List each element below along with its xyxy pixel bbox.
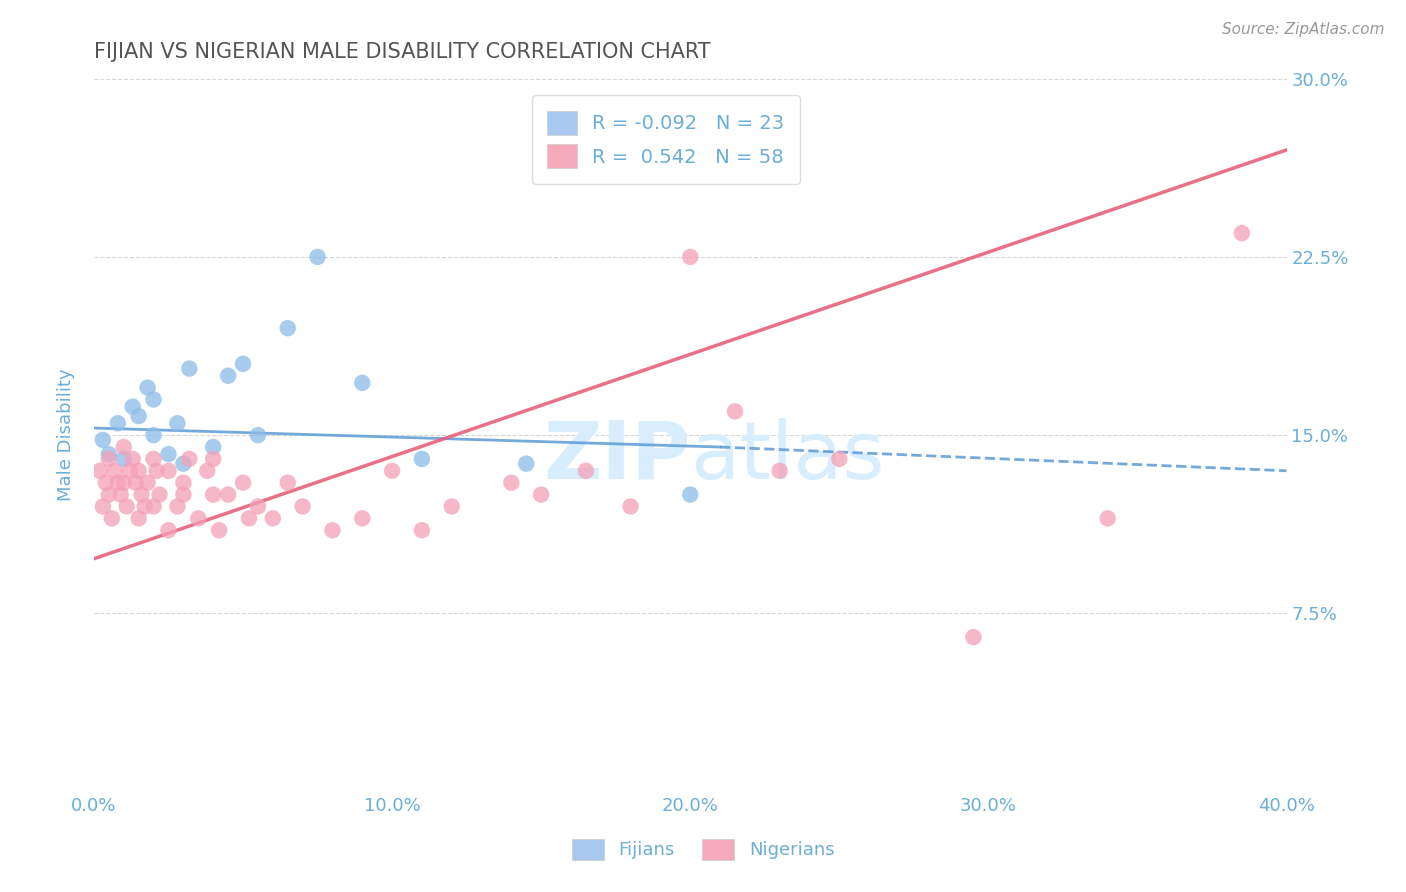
- Point: [166, 417, 188, 431]
- Y-axis label: Male Disability: Male Disability: [58, 368, 75, 501]
- Text: FIJIAN VS NIGERIAN MALE DISABILITY CORRELATION CHART: FIJIAN VS NIGERIAN MALE DISABILITY CORRE…: [94, 42, 710, 62]
- Point: [97, 447, 120, 461]
- Point: [94, 475, 117, 490]
- Point: [232, 475, 254, 490]
- Point: [352, 376, 374, 390]
- Point: [1097, 511, 1119, 525]
- Point: [128, 464, 150, 478]
- Point: [157, 447, 180, 461]
- Text: atlas: atlas: [690, 417, 884, 496]
- Point: [124, 475, 146, 490]
- Point: [157, 464, 180, 478]
- Point: [91, 433, 114, 447]
- Point: [172, 487, 194, 501]
- Point: [501, 475, 523, 490]
- Point: [166, 500, 188, 514]
- Point: [277, 321, 299, 335]
- Point: [148, 487, 170, 501]
- Point: [157, 523, 180, 537]
- Point: [187, 511, 209, 525]
- Point: [112, 440, 135, 454]
- Text: Source: ZipAtlas.com: Source: ZipAtlas.com: [1222, 22, 1385, 37]
- Point: [128, 511, 150, 525]
- Point: [107, 417, 129, 431]
- Point: [238, 511, 260, 525]
- Point: [101, 511, 124, 525]
- Point: [291, 500, 314, 514]
- Point: [530, 487, 553, 501]
- Point: [352, 511, 374, 525]
- Point: [172, 457, 194, 471]
- Point: [208, 523, 231, 537]
- Point: [179, 361, 201, 376]
- Point: [136, 475, 159, 490]
- Point: [128, 409, 150, 424]
- Point: [246, 500, 269, 514]
- Point: [134, 500, 156, 514]
- Point: [769, 464, 792, 478]
- Point: [217, 487, 239, 501]
- Point: [121, 400, 143, 414]
- Point: [112, 475, 135, 490]
- Point: [321, 523, 343, 537]
- Point: [202, 451, 225, 466]
- Point: [112, 451, 135, 466]
- Point: [172, 475, 194, 490]
- Point: [262, 511, 284, 525]
- Point: [724, 404, 747, 418]
- Point: [97, 451, 120, 466]
- Point: [411, 451, 433, 466]
- Point: [97, 487, 120, 501]
- Point: [515, 457, 537, 471]
- Point: [828, 451, 851, 466]
- Point: [679, 487, 702, 501]
- Text: ZIP: ZIP: [543, 417, 690, 496]
- Point: [107, 475, 129, 490]
- Point: [118, 464, 141, 478]
- Point: [246, 428, 269, 442]
- Point: [142, 428, 165, 442]
- Point: [89, 464, 111, 478]
- Point: [142, 451, 165, 466]
- Legend: Fijians, Nigerians: Fijians, Nigerians: [557, 824, 849, 874]
- Point: [115, 500, 138, 514]
- Point: [195, 464, 218, 478]
- Point: [202, 440, 225, 454]
- Point: [179, 451, 201, 466]
- Point: [202, 487, 225, 501]
- Point: [131, 487, 153, 501]
- Point: [91, 500, 114, 514]
- Point: [104, 464, 127, 478]
- Point: [575, 464, 598, 478]
- Point: [381, 464, 404, 478]
- Point: [121, 451, 143, 466]
- Point: [962, 630, 984, 644]
- Point: [142, 392, 165, 407]
- Point: [110, 487, 132, 501]
- Point: [277, 475, 299, 490]
- Point: [145, 464, 167, 478]
- Point: [411, 523, 433, 537]
- Point: [232, 357, 254, 371]
- Point: [217, 368, 239, 383]
- Point: [142, 500, 165, 514]
- Point: [440, 500, 463, 514]
- Point: [620, 500, 643, 514]
- Point: [307, 250, 329, 264]
- Point: [136, 381, 159, 395]
- Point: [1230, 226, 1253, 240]
- Point: [679, 250, 702, 264]
- Legend: R = -0.092   N = 23, R =  0.542   N = 58: R = -0.092 N = 23, R = 0.542 N = 58: [531, 95, 800, 184]
